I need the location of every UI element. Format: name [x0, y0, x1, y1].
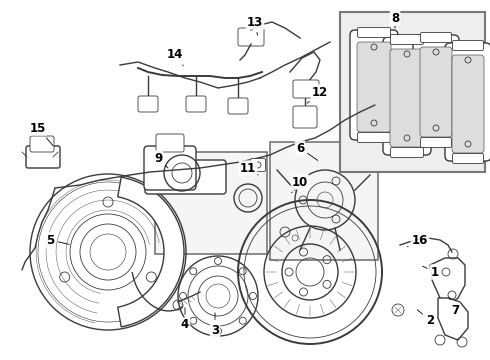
FancyBboxPatch shape: [452, 40, 484, 50]
FancyBboxPatch shape: [383, 37, 431, 155]
FancyBboxPatch shape: [293, 106, 317, 128]
FancyBboxPatch shape: [186, 96, 206, 112]
Text: 12: 12: [307, 85, 328, 103]
Text: 3: 3: [211, 313, 219, 337]
Text: 16: 16: [408, 234, 428, 247]
FancyBboxPatch shape: [238, 28, 264, 46]
FancyBboxPatch shape: [358, 27, 391, 37]
FancyBboxPatch shape: [420, 138, 451, 148]
FancyBboxPatch shape: [413, 35, 459, 145]
FancyBboxPatch shape: [156, 134, 184, 152]
FancyBboxPatch shape: [145, 160, 226, 194]
Text: 15: 15: [30, 122, 53, 146]
FancyBboxPatch shape: [390, 49, 424, 147]
Polygon shape: [438, 298, 468, 340]
FancyBboxPatch shape: [420, 47, 452, 137]
FancyBboxPatch shape: [350, 30, 398, 140]
FancyBboxPatch shape: [452, 55, 484, 153]
Text: 13: 13: [247, 15, 263, 35]
FancyBboxPatch shape: [391, 35, 423, 45]
Text: 4: 4: [181, 308, 189, 332]
Text: 10: 10: [292, 175, 308, 193]
Text: 1: 1: [422, 266, 439, 279]
Bar: [340, 12, 485, 172]
FancyBboxPatch shape: [293, 80, 319, 98]
FancyBboxPatch shape: [30, 136, 54, 152]
FancyBboxPatch shape: [144, 146, 196, 190]
Text: 14: 14: [167, 49, 183, 66]
Text: 5: 5: [46, 234, 69, 247]
FancyBboxPatch shape: [452, 153, 484, 163]
FancyBboxPatch shape: [250, 158, 266, 171]
FancyBboxPatch shape: [357, 42, 391, 132]
FancyBboxPatch shape: [420, 32, 451, 42]
Text: 2: 2: [417, 310, 434, 327]
FancyBboxPatch shape: [391, 148, 423, 158]
FancyBboxPatch shape: [445, 43, 490, 161]
FancyBboxPatch shape: [26, 146, 60, 168]
Text: 7: 7: [449, 297, 459, 316]
Bar: [155, 152, 267, 254]
Wedge shape: [118, 177, 184, 327]
Bar: [270, 142, 378, 260]
Text: 11: 11: [240, 162, 258, 175]
Text: 9: 9: [154, 152, 168, 168]
Text: 8: 8: [391, 12, 399, 28]
Text: 6: 6: [296, 141, 318, 161]
Polygon shape: [430, 258, 465, 305]
FancyBboxPatch shape: [358, 132, 391, 143]
FancyBboxPatch shape: [228, 98, 248, 114]
FancyBboxPatch shape: [138, 96, 158, 112]
